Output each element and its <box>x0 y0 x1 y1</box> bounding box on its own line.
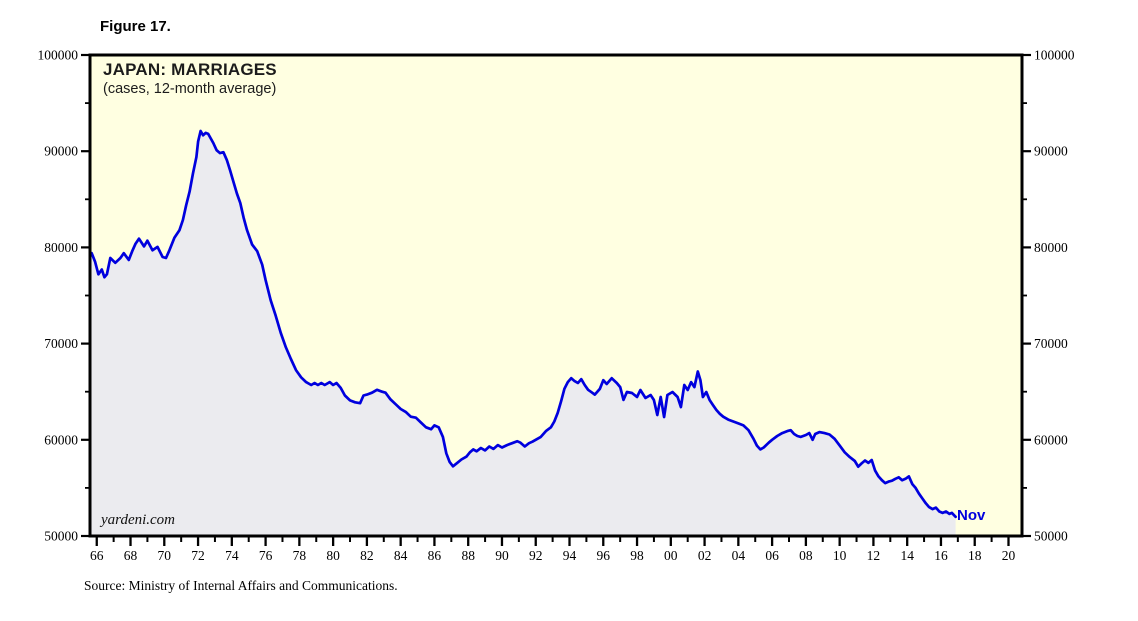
y-tick-label-right: 80000 <box>1034 240 1068 255</box>
marriages-series-line <box>90 129 957 519</box>
data-line <box>90 129 957 519</box>
last-point-month-label: Nov <box>957 507 986 524</box>
figure-label: Figure 17. <box>100 18 171 35</box>
y-tick-label-left: 60000 <box>44 432 78 447</box>
yardeni-watermark: yardeni.com <box>101 512 176 528</box>
x-tick-label: 74 <box>225 548 239 563</box>
y-tick-label-right: 70000 <box>1034 336 1068 351</box>
chart-title-block: JAPAN: MARRIAGES (cases, 12-month averag… <box>103 60 277 97</box>
x-tick-label: 80 <box>326 548 340 563</box>
x-tick-label: 70 <box>158 548 172 563</box>
x-tick-label: 78 <box>293 548 307 563</box>
x-axis: 66 68 70 72 74 76 78 80 82 84 86 88 90 92 94 96 98 00 02 04… <box>90 536 1015 563</box>
x-tick-label: 72 <box>191 548 205 563</box>
y-axis: 100000 100000 90000 90000 80000 80000 70000 700… <box>38 48 1075 544</box>
x-tick-label: 76 <box>259 548 273 563</box>
chart-subtitle: (cases, 12-month average) <box>103 81 277 97</box>
chart-title: JAPAN: MARRIAGES <box>103 60 277 79</box>
y-tick-label-left: 90000 <box>44 144 78 159</box>
x-tick-label: 06 <box>765 548 779 563</box>
x-tick-label: 92 <box>529 548 543 563</box>
x-tick-label: 20 <box>1002 548 1016 563</box>
x-tick-label: 88 <box>461 548 475 563</box>
x-tick-label: 68 <box>124 548 138 563</box>
x-tick-label: 04 <box>732 548 746 563</box>
area-under-line <box>90 131 956 536</box>
y-tick-label-right: 90000 <box>1034 144 1068 159</box>
x-tick-label: 82 <box>360 548 374 563</box>
x-tick-label: 94 <box>563 548 577 563</box>
x-tick-label: 12 <box>867 548 881 563</box>
y-tick-label-left: 100000 <box>38 48 79 63</box>
x-tick-label: 84 <box>394 548 408 563</box>
y-tick-label-left: 80000 <box>44 240 78 255</box>
x-tick-label: 02 <box>698 548 712 563</box>
x-tick-label: 14 <box>900 548 914 563</box>
x-tick-label: 66 <box>90 548 104 563</box>
x-tick-label: 98 <box>630 548 644 563</box>
x-tick-label: 18 <box>968 548 982 563</box>
y-tick-label-right: 50000 <box>1034 529 1068 544</box>
area-fill <box>90 131 956 536</box>
x-tick-label: 10 <box>833 548 847 563</box>
x-tick-label: 00 <box>664 548 678 563</box>
x-tick-label: 86 <box>428 548 442 563</box>
x-tick-label: 16 <box>934 548 948 563</box>
x-tick-label: 96 <box>597 548 611 563</box>
source-note: Source: Ministry of Internal Affairs and… <box>84 578 398 593</box>
x-tick-label: 08 <box>799 548 813 563</box>
y-tick-label-right: 60000 <box>1034 432 1068 447</box>
x-tick-label: 90 <box>495 548 509 563</box>
y-tick-label-right: 100000 <box>1034 48 1075 63</box>
y-tick-label-left: 70000 <box>44 336 78 351</box>
y-tick-label-left: 50000 <box>44 529 78 544</box>
